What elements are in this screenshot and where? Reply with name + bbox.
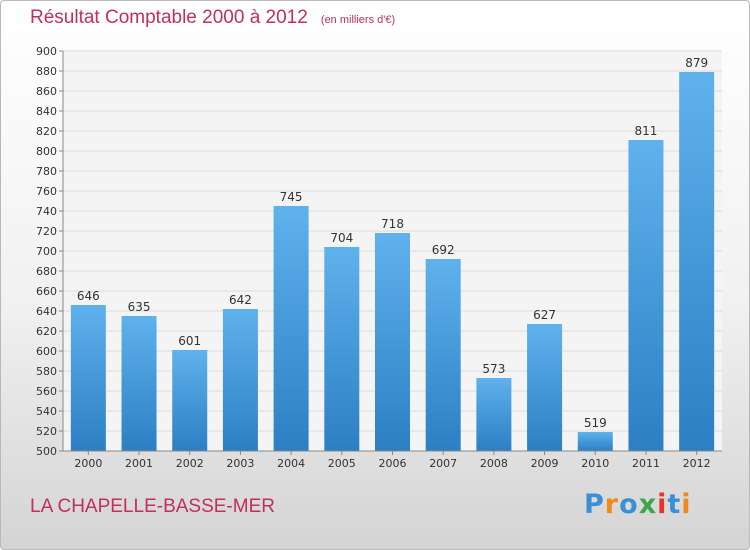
- bar-2001: [121, 316, 157, 451]
- data-label: 692: [432, 243, 455, 257]
- data-label: 745: [280, 190, 303, 204]
- brand-logo: Proxiti: [584, 489, 692, 520]
- x-tick-label: 2002: [176, 457, 204, 470]
- y-tick-label: 520: [36, 425, 57, 438]
- data-label: 519: [584, 416, 607, 430]
- bar-2012: [679, 72, 715, 451]
- data-label: 573: [482, 362, 505, 376]
- data-label: 642: [229, 293, 252, 307]
- chart-subtitle: (en milliers d'€): [320, 14, 396, 26]
- y-tick-label: 740: [36, 205, 57, 218]
- brand-letter: o: [619, 489, 639, 520]
- y-tick-label: 720: [36, 225, 57, 238]
- chart-title: Résultat Comptable 2000 à 2012: [30, 7, 308, 28]
- y-tick-label: 820: [36, 125, 57, 138]
- y-tick-label: 620: [36, 325, 57, 338]
- brand-letter: P: [584, 489, 605, 520]
- brand-letter: i: [657, 489, 668, 520]
- x-tick-label: 2005: [328, 457, 356, 470]
- data-label: 811: [635, 124, 658, 138]
- y-tick-label: 660: [36, 285, 57, 298]
- bar-2007: [425, 259, 461, 451]
- bar-2006: [375, 233, 410, 451]
- bar-2010: [577, 432, 613, 451]
- y-tick-label: 780: [36, 165, 57, 178]
- x-axis-ticks: 2000 2001 2002 2003 2004 2005 2006 2007 2008 2009…: [74, 451, 711, 470]
- y-tick-label: 760: [36, 185, 57, 198]
- data-label: 718: [381, 217, 404, 231]
- y-tick-label: 880: [36, 65, 57, 78]
- y-tick-label: 680: [36, 265, 57, 278]
- data-label: 601: [178, 334, 201, 348]
- y-tick-label: 560: [36, 385, 57, 398]
- brand-letter: t: [667, 489, 682, 520]
- bar-2008: [476, 378, 512, 451]
- bar-2011: [628, 140, 664, 451]
- x-tick-label: 2010: [581, 457, 609, 470]
- y-tick-label: 500: [36, 445, 57, 458]
- bar-2009: [527, 324, 563, 451]
- x-tick-label: 2008: [480, 457, 508, 470]
- location-name: LA CHAPELLE-BASSE-MER: [30, 496, 275, 517]
- data-label: 704: [330, 231, 353, 245]
- y-tick-label: 700: [36, 245, 57, 258]
- bars: 646 635 601 642 745 704 718 692 573 627 519 811 879: [70, 56, 715, 451]
- y-axis-ticks: 500 520 540 560 580 600 620 640 660 680 700 720 740 7…: [36, 45, 63, 458]
- brand-letter: x: [638, 489, 658, 520]
- brand-letter: i: [681, 489, 692, 520]
- data-label: 627: [533, 308, 556, 322]
- bar-2005: [324, 247, 360, 451]
- y-tick-label: 840: [36, 105, 57, 118]
- x-tick-label: 2006: [379, 457, 407, 470]
- x-tick-label: 2011: [632, 457, 660, 470]
- x-tick-label: 2012: [683, 457, 711, 470]
- y-tick-label: 860: [36, 85, 57, 98]
- data-label: 646: [77, 289, 100, 303]
- data-label: 879: [685, 56, 708, 70]
- y-tick-label: 580: [36, 365, 57, 378]
- x-tick-label: 2007: [429, 457, 457, 470]
- x-tick-label: 2009: [531, 457, 559, 470]
- x-tick-label: 2000: [74, 457, 102, 470]
- x-tick-label: 2001: [125, 457, 153, 470]
- y-tick-label: 540: [36, 405, 57, 418]
- bar-2003: [222, 309, 258, 451]
- bar-2000: [70, 305, 106, 451]
- chart-heading: Résultat Comptable 2000 à 2012 (en milli…: [30, 7, 395, 29]
- y-tick-label: 600: [36, 345, 57, 358]
- bar-2002: [172, 350, 208, 451]
- y-tick-label: 900: [36, 45, 57, 58]
- y-tick-label: 800: [36, 145, 57, 158]
- bar-2004: [273, 206, 309, 451]
- data-label: 635: [128, 300, 151, 314]
- y-tick-label: 640: [36, 305, 57, 318]
- x-tick-label: 2004: [277, 457, 305, 470]
- brand-letter: r: [604, 489, 620, 520]
- x-tick-label: 2003: [226, 457, 254, 470]
